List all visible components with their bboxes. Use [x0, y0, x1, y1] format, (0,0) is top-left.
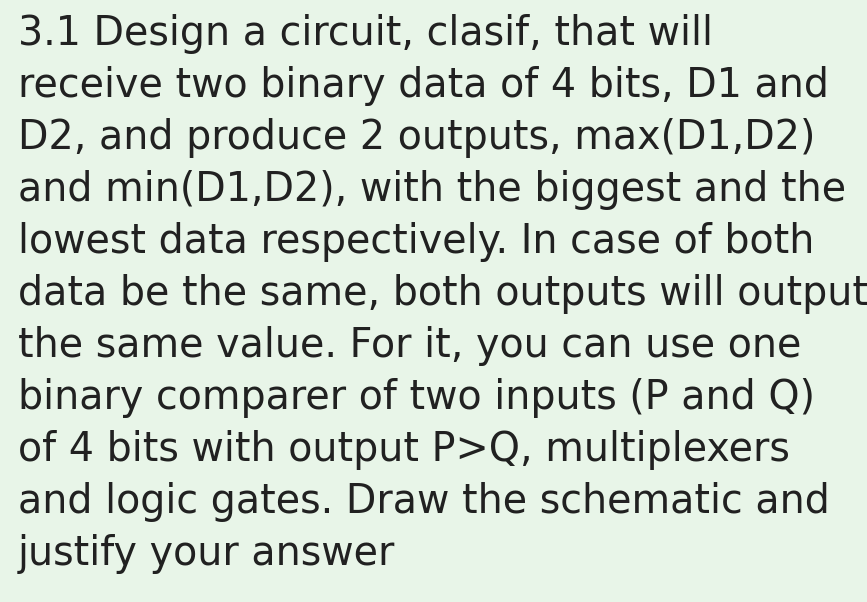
Text: justify your answer: justify your answer [18, 534, 395, 574]
Text: lowest data respectively. In case of both: lowest data respectively. In case of bot… [18, 222, 814, 262]
Text: and min(D1,D2), with the biggest and the: and min(D1,D2), with the biggest and the [18, 170, 846, 210]
Text: and logic gates. Draw the schematic and: and logic gates. Draw the schematic and [18, 482, 830, 522]
Text: binary comparer of two inputs (P and Q): binary comparer of two inputs (P and Q) [18, 378, 815, 418]
Text: the same value. For it, you can use one: the same value. For it, you can use one [18, 326, 801, 366]
Text: of 4 bits with output P>Q, multiplexers: of 4 bits with output P>Q, multiplexers [18, 430, 790, 470]
Text: data be the same, both outputs will output: data be the same, both outputs will outp… [18, 274, 867, 314]
Text: D2, and produce 2 outputs, max(D1,D2): D2, and produce 2 outputs, max(D1,D2) [18, 118, 815, 158]
Text: 3.1 Design a circuit, clasif, that will: 3.1 Design a circuit, clasif, that will [18, 14, 713, 54]
Text: receive two binary data of 4 bits, D1 and: receive two binary data of 4 bits, D1 an… [18, 66, 829, 106]
